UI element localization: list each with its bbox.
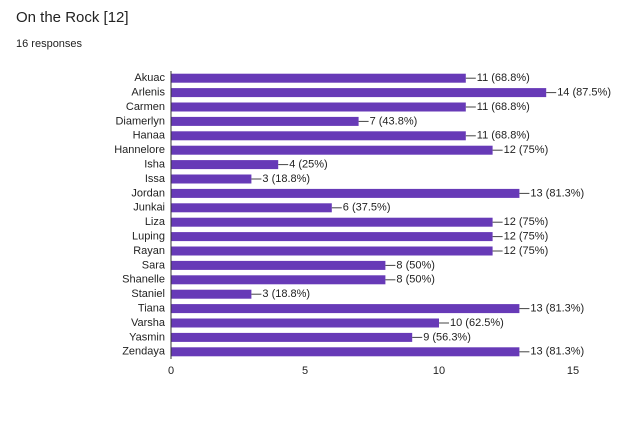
- value-label: 3 (18.8%): [262, 288, 310, 300]
- value-label: 6 (37.5%): [343, 202, 391, 214]
- bar: [171, 318, 439, 328]
- value-label: 12 (75%): [504, 245, 549, 257]
- chart-title: On the Rock [12]: [16, 9, 129, 26]
- y-tick-label: Jordan: [131, 187, 165, 199]
- bar: [171, 217, 493, 227]
- y-tick-label: Arlenis: [131, 87, 165, 99]
- y-tick-label: Carmen: [126, 101, 165, 113]
- y-tick-label: Issa: [145, 173, 166, 185]
- bar: [171, 145, 493, 155]
- bar: [171, 160, 279, 170]
- value-label: 8 (50%): [396, 274, 435, 286]
- bar: [171, 88, 547, 98]
- bar: [171, 232, 493, 242]
- bar: [171, 116, 359, 126]
- y-tick-label: Shanelle: [122, 274, 165, 286]
- bar: [171, 174, 252, 184]
- y-tick-label: Hannelore: [114, 144, 165, 156]
- value-label: 11 (68.8%): [477, 72, 530, 84]
- value-label: 13 (81.3%): [530, 303, 584, 315]
- y-tick-label: Varsha: [131, 317, 166, 329]
- y-tick-label: Staniel: [131, 288, 165, 300]
- value-label: 14 (87.5%): [557, 87, 611, 99]
- y-tick-label: Zendaya: [122, 346, 166, 358]
- bar: [171, 260, 386, 270]
- bar: [171, 102, 466, 112]
- value-label: 3 (18.8%): [262, 173, 310, 185]
- x-tick-label: 5: [302, 365, 308, 377]
- y-tick-label: Hanaa: [133, 130, 166, 142]
- value-label: 12 (75%): [504, 231, 549, 243]
- y-tick-label: Yasmin: [129, 331, 165, 343]
- value-label: 13 (81.3%): [530, 346, 584, 358]
- y-tick-label: Tiana: [138, 303, 166, 315]
- value-label: 13 (81.3%): [530, 187, 584, 199]
- y-tick-label: Sara: [142, 259, 166, 271]
- bar: [171, 347, 520, 357]
- x-tick-label: 15: [567, 365, 579, 377]
- y-tick-label: Junkai: [133, 202, 165, 214]
- bar: [171, 332, 413, 342]
- value-label: 8 (50%): [396, 259, 435, 271]
- bar: [171, 304, 520, 314]
- y-tick-label: Diamerlyn: [115, 115, 165, 127]
- bar: [171, 275, 386, 285]
- chart-subtitle: 16 responses: [16, 38, 83, 50]
- bar: [171, 289, 252, 299]
- value-label: 11 (68.8%): [477, 101, 530, 113]
- value-label: 10 (62.5%): [450, 317, 504, 329]
- y-tick-label: Isha: [144, 159, 166, 171]
- value-label: 12 (75%): [504, 144, 549, 156]
- bar: [171, 131, 466, 141]
- value-label: 12 (75%): [504, 216, 549, 228]
- value-label: 4 (25%): [289, 159, 328, 171]
- bar: [171, 73, 466, 83]
- bar: [171, 188, 520, 198]
- y-tick-label: Rayan: [133, 245, 165, 257]
- value-label: 7 (43.8%): [370, 115, 418, 127]
- x-tick-label: 0: [168, 365, 174, 377]
- value-label: 11 (68.8%): [477, 130, 530, 142]
- bar: [171, 203, 332, 213]
- y-tick-label: Luping: [132, 231, 165, 243]
- value-label: 9 (56.3%): [423, 331, 471, 343]
- x-tick-label: 10: [433, 365, 445, 377]
- y-tick-label: Liza: [145, 216, 166, 228]
- bar: [171, 246, 493, 256]
- y-tick-label: Akuac: [134, 72, 165, 84]
